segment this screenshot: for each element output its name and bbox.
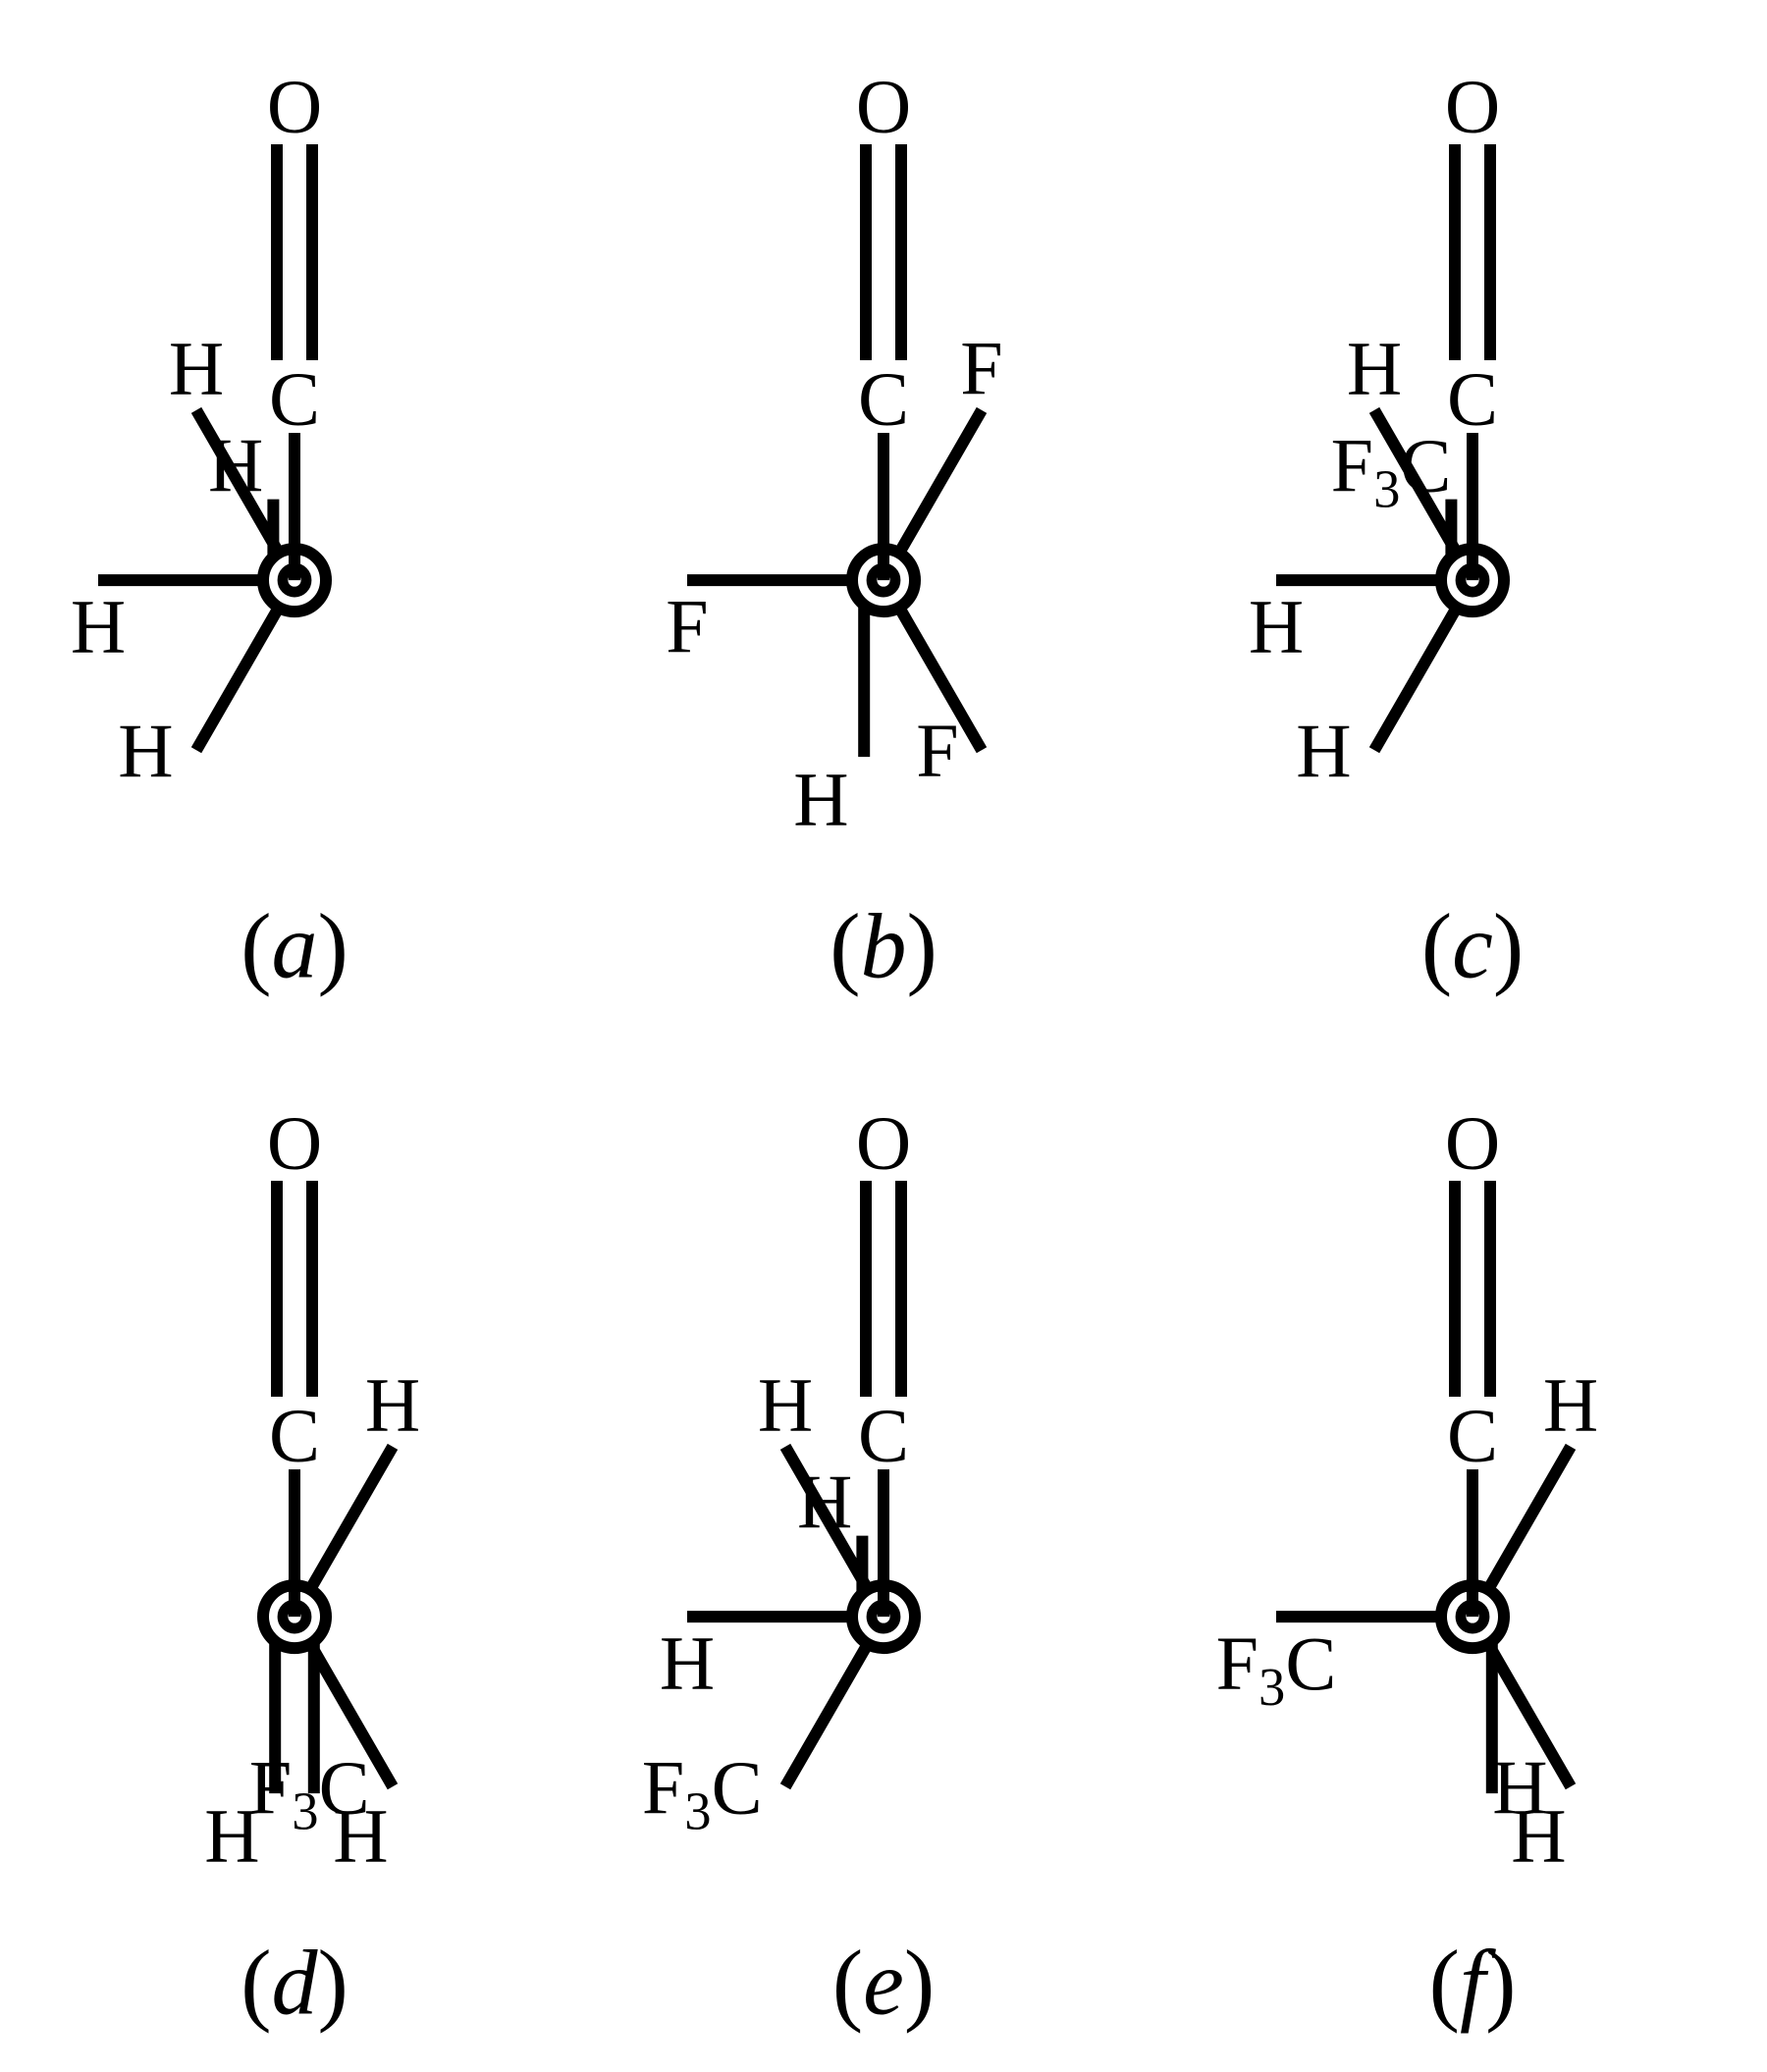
- atom-label: C: [1447, 1392, 1498, 1477]
- newman-panel-d: F3CHHHCO(d): [0, 1036, 589, 2072]
- grid-cell: F3CHHHCO(e): [589, 1036, 1178, 2072]
- atom-label: F: [916, 708, 958, 793]
- atom-label: C: [858, 1392, 909, 1477]
- atom-label: H: [1296, 708, 1351, 793]
- atom-label: H: [365, 1361, 420, 1447]
- newman-panel-c: HHHF3CCO(c): [1178, 0, 1767, 1036]
- atom-label: F: [666, 583, 708, 668]
- atom-label: F3C: [1216, 1620, 1337, 1716]
- atom-label: F: [960, 325, 1002, 410]
- panel-grid: HHHHCO(a)FFFHCO(b)HHHF3CCO(c)F3CHHHCO(d)…: [0, 0, 1767, 2072]
- atom-label: H: [758, 1361, 813, 1447]
- grid-cell: HHHF3CCO(c): [1178, 0, 1767, 1036]
- figure-page: HHHHCO(a)FFFHCO(b)HHHF3CCO(c)F3CHHHCO(d)…: [0, 0, 1767, 2072]
- panel-caption: (c): [1421, 896, 1524, 998]
- back-bond: [196, 608, 279, 750]
- newman-panel-a: HHHHCO(a): [0, 0, 589, 1036]
- atom-label: O: [1445, 63, 1500, 148]
- atom-label: C: [269, 1392, 320, 1477]
- grid-cell: HHHHCO(a): [0, 0, 589, 1036]
- atom-label: C: [858, 355, 909, 441]
- atom-label: C: [269, 355, 320, 441]
- grid-cell: HHF3CHCO(f): [1178, 1036, 1767, 2072]
- panel-caption: (f): [1429, 1932, 1517, 2034]
- atom-label: O: [856, 63, 911, 148]
- grid-cell: F3CHHHCO(d): [0, 1036, 589, 2072]
- atom-label: O: [856, 1099, 911, 1185]
- atom-label: H: [208, 422, 263, 507]
- atom-label: O: [1445, 1099, 1500, 1185]
- atom-label: H: [1543, 1361, 1598, 1447]
- grid-cell: FFFHCO(b): [589, 0, 1178, 1036]
- atom-label: C: [1447, 355, 1498, 441]
- atom-label: H: [1347, 325, 1402, 410]
- panel-caption: (a): [241, 896, 348, 998]
- atom-label: H: [71, 583, 126, 668]
- atom-label: H: [793, 756, 848, 841]
- newman-panel-e: F3CHHHCO(e): [589, 1036, 1178, 2072]
- atom-label: H: [333, 1792, 388, 1878]
- panel-caption: (b): [830, 896, 937, 998]
- atom-label: H: [204, 1792, 259, 1878]
- back-bond: [785, 1643, 868, 1785]
- back-bond: [310, 1446, 393, 1588]
- atom-label: O: [267, 1099, 322, 1185]
- atom-label: H: [169, 325, 224, 410]
- back-bond: [899, 410, 982, 553]
- atom-label: H: [660, 1620, 715, 1705]
- atom-label: H: [797, 1458, 852, 1543]
- atom-label: H: [1511, 1792, 1566, 1878]
- panel-caption: (d): [241, 1932, 348, 2034]
- atom-label: H: [1249, 583, 1304, 668]
- atom-label: F3C: [642, 1743, 763, 1839]
- back-bond: [1374, 608, 1457, 750]
- newman-panel-f: HHF3CHCO(f): [1178, 1036, 1767, 2072]
- newman-panel-b: FFFHCO(b): [589, 0, 1178, 1036]
- atom-label: O: [267, 63, 322, 148]
- back-bond: [1488, 1446, 1571, 1588]
- panel-caption: (e): [832, 1932, 935, 2034]
- atom-label: H: [118, 708, 173, 793]
